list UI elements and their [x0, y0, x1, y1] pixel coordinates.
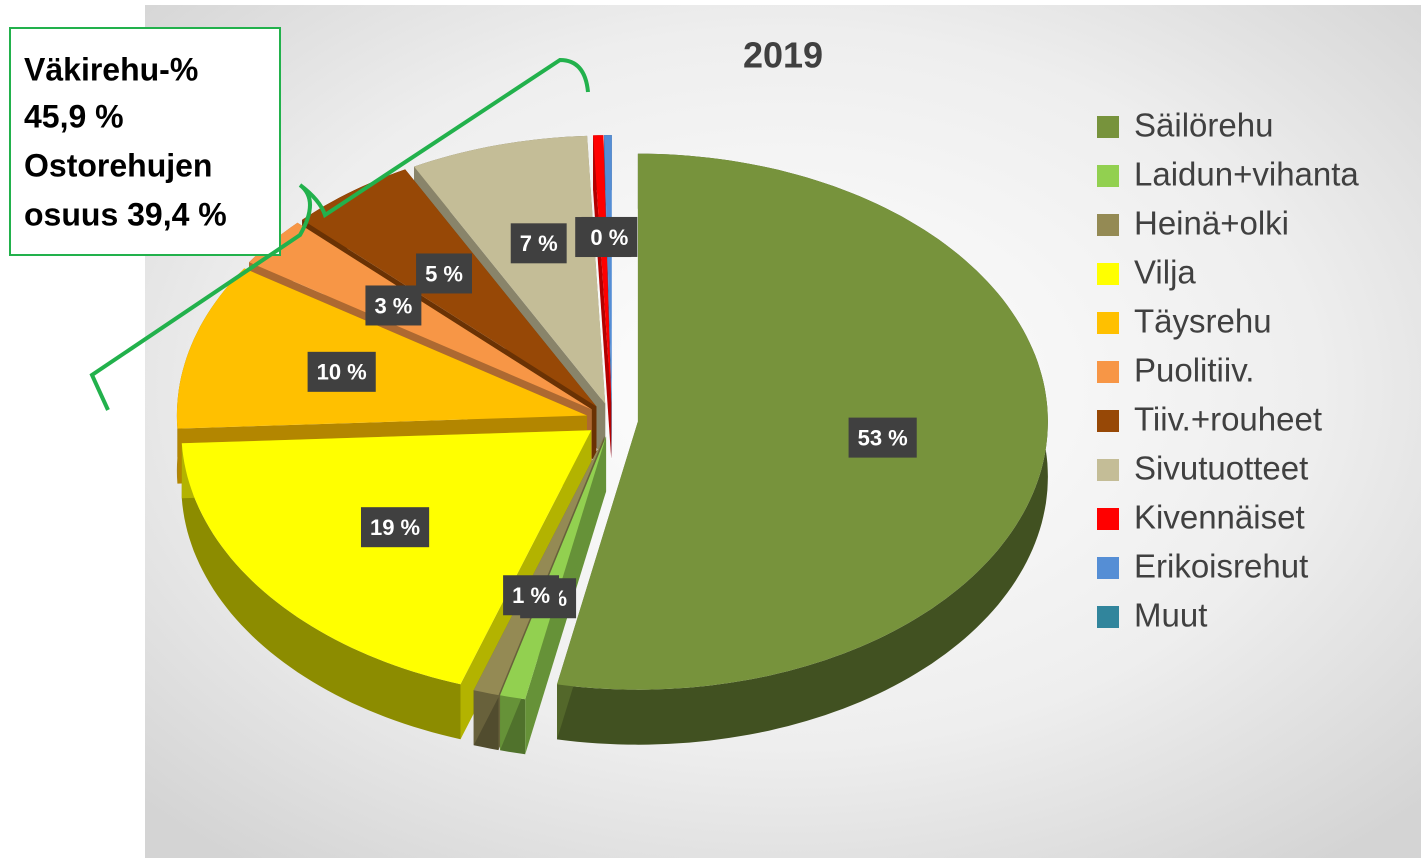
slice — [473, 436, 605, 696]
data-label-box — [581, 216, 638, 257]
legend-label: Sivutuotteet — [1134, 450, 1308, 487]
legend-swatch — [1097, 557, 1119, 579]
data-label-box — [365, 285, 422, 326]
annotation: Väkirehu-% — [24, 51, 198, 87]
legend-label: Erikoisrehut — [1134, 548, 1308, 585]
data-label: 19 % — [360, 507, 430, 548]
slice — [593, 135, 612, 404]
legend-label: Puolitiiv. — [1134, 352, 1254, 389]
slice-wall — [593, 135, 612, 459]
data-label: 0 % — [581, 216, 638, 257]
data-label: 10 % — [307, 351, 376, 392]
annotation: 45,9 % — [24, 98, 124, 134]
data-label-text: 1 % — [512, 583, 550, 608]
slice — [176, 268, 587, 429]
data-label-text: 53 % — [858, 425, 908, 450]
data-label-text: 0 % — [590, 225, 628, 250]
slice — [414, 135, 606, 404]
data-label-box — [307, 351, 376, 392]
legend-swatch — [1097, 508, 1119, 530]
slice-side — [181, 443, 461, 740]
data-label-text: 3 % — [374, 293, 412, 318]
data-label: 1 % — [503, 575, 560, 616]
data-label: 53 % — [848, 417, 917, 458]
data-label-text: 5 % — [425, 261, 463, 286]
legend-swatch — [1097, 361, 1119, 383]
data-label-text: 19 % — [370, 515, 420, 540]
data-label-box — [416, 253, 472, 294]
legend-swatch — [1097, 312, 1119, 334]
annotation: osuus 39,4 % — [24, 196, 227, 232]
slice — [500, 436, 607, 700]
legend-label: Muut — [1134, 597, 1207, 634]
legend-label: Heinä+olki — [1134, 205, 1289, 242]
slice — [181, 430, 592, 685]
data-label-box — [503, 575, 560, 616]
data-label-text: 7 % — [520, 231, 558, 256]
legend-label: Tiiv.+rouheet — [1134, 401, 1322, 438]
legend-swatch — [1097, 214, 1119, 236]
legend-swatch — [1097, 116, 1119, 138]
legend-label: Kivennäiset — [1134, 499, 1305, 536]
data-label: 5 % — [416, 253, 472, 294]
legend-swatch — [1097, 263, 1119, 285]
legend-swatch — [1097, 606, 1119, 628]
data-label-box — [510, 223, 567, 264]
slice — [557, 153, 1048, 690]
legend-swatch — [1097, 459, 1119, 481]
data-label: 3 % — [365, 285, 422, 326]
legend-label: Täysrehu — [1134, 303, 1272, 340]
bracket — [89, 57, 590, 411]
annotation-box — [9, 27, 281, 256]
pie: 53 %1 %1 %19 %10 %3 %5 %7 %0 %0 % — [176, 135, 1048, 755]
slice — [604, 135, 612, 404]
legend: Säilörehu Laidun+vihanta Heinä+olki Vilja Tä… — [1097, 107, 1359, 634]
chart-title: 2019 — [743, 35, 823, 76]
legend-swatch — [1097, 410, 1119, 432]
annotation: Ostorehujen — [24, 147, 212, 183]
legend-label: Vilja — [1134, 254, 1196, 291]
data-label-box — [360, 507, 430, 548]
data-label: 7 % — [510, 223, 567, 264]
data-label-box — [848, 417, 917, 458]
legend-label: Laidun+vihanta — [1134, 156, 1359, 193]
legend-label: Säilörehu — [1134, 107, 1273, 144]
legend-swatch — [1097, 165, 1119, 187]
data-label-text: 10 % — [317, 360, 367, 385]
